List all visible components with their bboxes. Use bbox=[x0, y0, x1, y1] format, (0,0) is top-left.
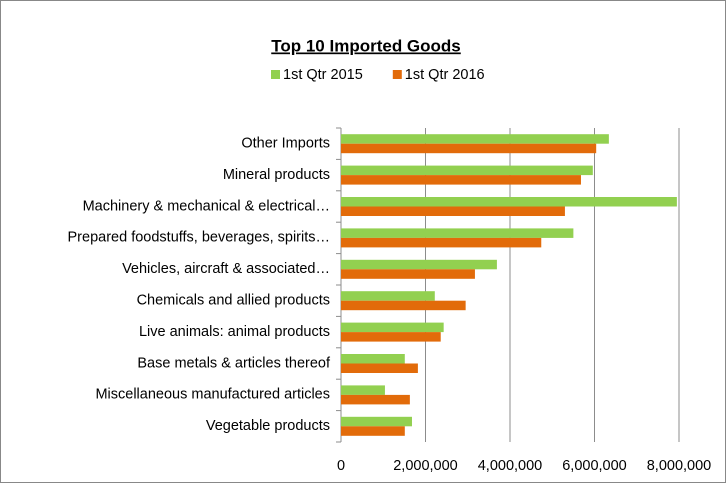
bar bbox=[341, 143, 597, 154]
chart-title: Top 10 Imported Goods bbox=[271, 36, 461, 55]
x-tick-label: 6,000,000 bbox=[562, 458, 627, 474]
legend-label: 1st Qtr 2016 bbox=[405, 67, 485, 83]
bar bbox=[341, 363, 418, 373]
y-tick-label: Vehicles, aircraft & associated… bbox=[122, 261, 330, 277]
bar bbox=[341, 175, 581, 185]
y-tick-label: Prepared foodstuffs, beverages, spirits… bbox=[68, 230, 330, 246]
y-tick-label: Mineral products bbox=[223, 167, 330, 183]
bar bbox=[341, 269, 475, 279]
bar bbox=[341, 394, 410, 405]
y-tick-label: Miscellaneous manufactured articles bbox=[95, 387, 330, 403]
bar bbox=[341, 354, 405, 364]
bar bbox=[341, 134, 609, 144]
x-tick-label: 8,000,000 bbox=[647, 458, 712, 474]
legend-label: 1st Qtr 2015 bbox=[283, 67, 363, 83]
bar bbox=[341, 416, 412, 427]
bar bbox=[341, 259, 497, 270]
y-tick-label: Other Imports bbox=[241, 136, 330, 152]
bar bbox=[341, 322, 444, 333]
y-tick-label: Chemicals and allied products bbox=[137, 293, 330, 309]
x-tick-label: 4,000,000 bbox=[478, 458, 543, 474]
bar bbox=[341, 332, 441, 342]
y-tick-label: Vegetable products bbox=[206, 418, 330, 434]
bar bbox=[341, 237, 542, 248]
bar bbox=[341, 206, 565, 216]
x-tick-label: 0 bbox=[337, 458, 345, 474]
y-tick-label: Live animals: animal products bbox=[139, 324, 330, 340]
legend-swatch bbox=[271, 70, 280, 79]
bar bbox=[341, 426, 405, 436]
bar bbox=[341, 300, 466, 311]
bar bbox=[341, 165, 593, 176]
x-tick-label: 2,000,000 bbox=[393, 458, 458, 474]
legend-swatch bbox=[392, 70, 402, 79]
bar bbox=[341, 228, 574, 238]
y-tick-label: Base metals & articles thereof bbox=[137, 355, 331, 371]
bar bbox=[341, 291, 435, 301]
y-tick-label: Machinery & mechanical & electrical… bbox=[83, 198, 330, 214]
bar bbox=[341, 197, 677, 207]
bar bbox=[341, 385, 385, 395]
